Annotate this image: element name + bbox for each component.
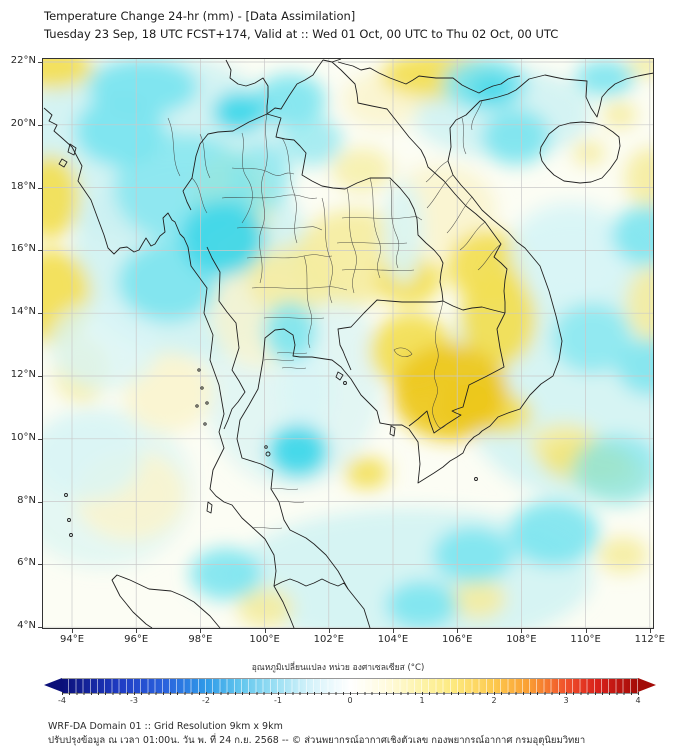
temperature-field bbox=[42, 58, 654, 629]
colorbar-tick-label: -3 bbox=[130, 696, 138, 705]
y-axis-tick-label: 18°N bbox=[10, 180, 36, 192]
y-axis-tickmark bbox=[38, 438, 42, 440]
x-axis-tickmark bbox=[457, 629, 459, 633]
colorbar-tick-labels: -4 -3 -2 -1 0 1 2 3 4 bbox=[0, 696, 676, 708]
colorbar-tick-label: -2 bbox=[202, 696, 210, 705]
map-canvas bbox=[42, 58, 654, 629]
y-axis-tickmark bbox=[38, 250, 42, 252]
footer-update-info: ปรับปรุงข้อมูล ณ เวลา 01:00น. วัน พ. ที่… bbox=[48, 735, 586, 747]
x-axis-tickmark bbox=[328, 629, 330, 633]
colorbar-tickmarks bbox=[62, 692, 639, 695]
x-axis-tickmark bbox=[521, 629, 523, 633]
colorbar-tick-label: 4 bbox=[635, 696, 641, 705]
x-axis-tickmark bbox=[649, 629, 651, 633]
x-axis-tickmark bbox=[136, 629, 138, 633]
y-axis-tick-label: 10°N bbox=[10, 431, 36, 443]
y-axis-tickmark bbox=[38, 187, 42, 189]
y-axis-tick-label: 6°N bbox=[17, 557, 36, 569]
colorbar-tick-label: -4 bbox=[58, 696, 66, 705]
y-axis-tickmark bbox=[38, 376, 42, 377]
y-axis-tick-label: 8°N bbox=[17, 494, 36, 506]
x-axis-tick-label: 104°E bbox=[377, 634, 409, 645]
country-borders bbox=[182, 58, 521, 590]
chart-subtitle: Tuesday 23 Sep, 18 UTC FCST+174, Valid a… bbox=[44, 26, 559, 41]
x-axis-tick-label: 102°E bbox=[313, 634, 344, 645]
y-axis-tickmark bbox=[38, 62, 42, 63]
temperature-map bbox=[42, 58, 654, 629]
x-axis-tick-label: 110°E bbox=[570, 634, 601, 645]
y-axis-tickmark bbox=[38, 564, 42, 566]
y-axis-tick-label: 4°N bbox=[17, 620, 36, 632]
y-axis-tickmark bbox=[38, 313, 42, 315]
y-axis-tickmark bbox=[38, 124, 42, 126]
footer-block: WRF-DA Domain 01 :: Grid Resolution 9km … bbox=[48, 720, 585, 749]
y-axis-tick-label: 14°N bbox=[10, 306, 36, 318]
x-axis-tickmark bbox=[264, 629, 266, 633]
y-axis-tick-label: 20°N bbox=[10, 117, 36, 129]
chart-title-block: Temperature Change 24-hr (mm) - [Data As… bbox=[44, 8, 558, 44]
province-borders bbox=[167, 100, 502, 529]
x-axis-tick-label: 96°E bbox=[124, 634, 149, 645]
colorbar-extend-left-arrow bbox=[44, 678, 62, 692]
x-axis-tick-label: 108°E bbox=[506, 634, 537, 645]
footer-domain-info: WRF-DA Domain 01 :: Grid Resolution 9km … bbox=[48, 721, 283, 732]
chart-title: Temperature Change 24-hr (mm) - [Data As… bbox=[44, 9, 356, 23]
y-axis-tick-label: 16°N bbox=[10, 243, 36, 255]
x-axis-tick-label: 98°E bbox=[188, 634, 213, 645]
colorbar-tick-label: 1 bbox=[419, 696, 425, 705]
x-axis-tick-label: 106°E bbox=[441, 634, 473, 645]
colorbar-label: อุณหภูมิเปลี่ยนแปลง หน่วย องศาเซลเซียส (… bbox=[251, 663, 425, 673]
x-axis-tick-label: 100°E bbox=[249, 634, 280, 645]
map-frame bbox=[42, 58, 654, 629]
y-axis-tickmark bbox=[38, 501, 42, 503]
x-axis-tickmark bbox=[393, 629, 394, 633]
colorbar: อุณหภูมิเปลี่ยนแปลง หน่วย องศาเซลเซียส (… bbox=[0, 660, 676, 708]
x-axis-tickmark bbox=[585, 629, 587, 633]
x-axis-tick-label: 112°E bbox=[634, 634, 665, 645]
grid-lines bbox=[42, 58, 654, 629]
x-axis-tick-label: 94°E bbox=[59, 634, 85, 645]
colorbar-tick-label: -1 bbox=[274, 696, 282, 705]
y-axis-tickmark bbox=[38, 627, 42, 629]
colorbar-tick-label: 2 bbox=[491, 696, 497, 705]
x-axis-tickmark bbox=[200, 629, 202, 633]
colorbar-tick-label: 3 bbox=[563, 696, 569, 705]
coastlines bbox=[43, 72, 654, 629]
colorbar-extend-right-arrow bbox=[638, 678, 656, 692]
y-axis-tick-label: 12°N bbox=[10, 369, 36, 380]
x-axis-tickmark bbox=[72, 629, 73, 633]
y-axis-tick-label: 22°N bbox=[10, 55, 36, 66]
colorbar-tick-label: 0 bbox=[347, 696, 353, 705]
